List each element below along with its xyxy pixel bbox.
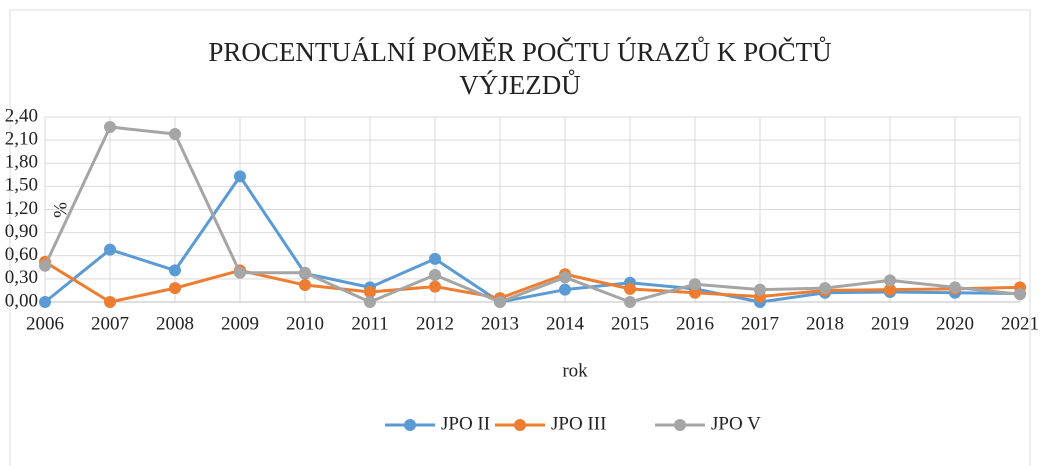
point: [1014, 288, 1026, 301]
point: [429, 280, 441, 293]
y-tick-label: 0,30: [5, 267, 38, 288]
point: [169, 264, 181, 277]
x-tick-label: 2010: [286, 313, 324, 334]
y-tick-label: 2,40: [5, 105, 38, 126]
series-line: [43, 125, 1021, 304]
x-tick-label: 2009: [221, 313, 259, 334]
legend-label: JPO III: [551, 413, 606, 434]
x-tick-label: 2017: [741, 313, 779, 334]
point: [234, 170, 246, 183]
point: [104, 121, 116, 134]
x-tick-label: 2006: [26, 313, 64, 334]
x-axis-label: rok: [562, 360, 588, 381]
y-tick-label: 0,60: [5, 244, 38, 265]
x-tick-label: 2020: [936, 313, 974, 334]
x-tick-label: 2012: [416, 313, 454, 334]
point: [299, 266, 311, 279]
point: [559, 271, 571, 284]
x-tick-label: 2013: [481, 313, 519, 334]
x-tick-label: 2019: [871, 313, 909, 334]
y-tick-label: 0,90: [5, 221, 38, 242]
point: [39, 296, 51, 308]
point: [299, 279, 311, 292]
point: [559, 283, 571, 296]
x-tick-label: 2008: [156, 313, 194, 334]
point: [819, 282, 831, 295]
point: [39, 259, 51, 272]
point: [104, 243, 116, 256]
chart-title: PROCENTUÁLNÍ POMĚR POČTU ÚRAZŮ K POČTŮ V…: [208, 37, 832, 100]
point: [689, 278, 701, 291]
point: [884, 283, 896, 296]
legend-label: JPO II: [441, 413, 490, 434]
x-tick-label: 2021: [1001, 313, 1039, 334]
x-tick-label: 2018: [806, 313, 844, 334]
point: [494, 296, 506, 308]
y-tick-label: 2,10: [5, 128, 38, 149]
point: [429, 269, 441, 282]
point: [624, 296, 636, 308]
point: [234, 266, 246, 279]
legend-label: JPO V: [711, 413, 761, 434]
point: [429, 252, 441, 265]
point: [104, 296, 116, 308]
y-tick-label: 1,20: [5, 198, 38, 219]
point: [689, 286, 701, 299]
x-tick-label: 2007: [91, 313, 129, 334]
legend-marker: [514, 419, 526, 431]
chart-border: [9, 9, 1031, 466]
point: [754, 283, 766, 296]
point: [364, 296, 376, 308]
legend-marker: [404, 419, 416, 431]
point: [949, 281, 961, 294]
x-tick-label: 2016: [676, 313, 714, 334]
x-tick-label: 2014: [546, 313, 585, 334]
series-line: [44, 260, 1021, 304]
point: [364, 285, 376, 298]
series-line: [44, 174, 1021, 304]
x-tick-label: 2015: [611, 313, 649, 334]
point: [884, 274, 896, 287]
point: [169, 282, 181, 295]
y-tick-label: 0,00: [5, 290, 38, 311]
y-tick-label: 1,50: [5, 175, 38, 196]
point: [169, 127, 181, 140]
point: [624, 282, 636, 295]
x-tick-label: 2011: [351, 313, 388, 334]
legend-marker: [674, 419, 686, 431]
y-tick-label: 1,80: [5, 152, 38, 173]
